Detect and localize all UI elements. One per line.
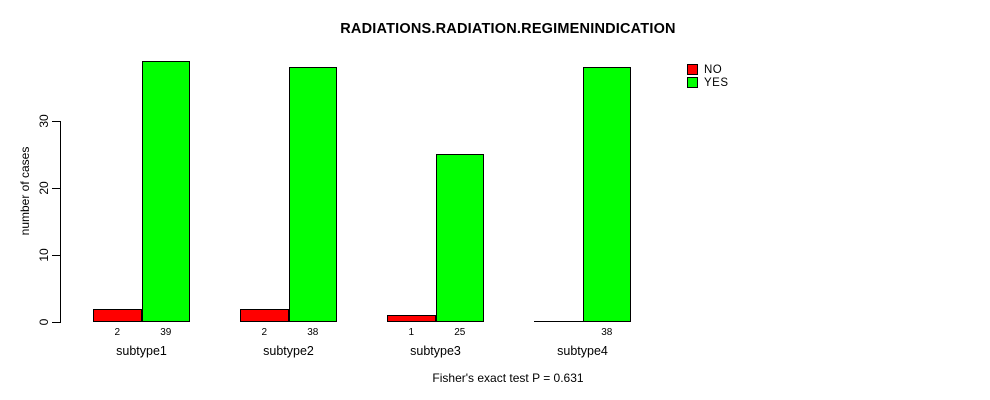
- legend: NO YES: [687, 63, 729, 89]
- bar-count-label: 1: [408, 327, 415, 338]
- category-label-subtype1: subtype1: [116, 344, 167, 358]
- bar-count-label: 25: [454, 327, 466, 338]
- bar-count-label: 39: [160, 327, 172, 338]
- legend-label-yes: YES: [704, 76, 729, 89]
- bar-count-label: 2: [114, 327, 121, 338]
- y-tick-mark: [52, 121, 60, 122]
- y-tick-label: 10: [37, 248, 51, 262]
- legend-swatch-no-icon: [687, 64, 698, 75]
- y-tick-label: 30: [37, 114, 51, 128]
- bar-no-subtype4-zero: [534, 321, 583, 322]
- bar-no-subtype3: [387, 315, 436, 322]
- bar-count-label: 2: [261, 327, 268, 338]
- category-label-subtype4: subtype4: [557, 344, 608, 358]
- fisher-test-footnote: Fisher's exact test P = 0.631: [432, 371, 584, 385]
- y-tick-mark: [52, 255, 60, 256]
- bar-count-label: 38: [601, 327, 613, 338]
- bar-yes-subtype1: [141, 61, 190, 322]
- y-tick-mark: [52, 188, 60, 189]
- y-axis: [60, 121, 61, 323]
- legend-item-no: NO: [687, 63, 729, 76]
- legend-swatch-yes-icon: [687, 77, 698, 88]
- y-tick-label: 0: [37, 318, 51, 326]
- bar-yes-subtype3: [435, 154, 484, 322]
- y-tick-mark: [52, 322, 60, 323]
- chart-title: RADIATIONS.RADIATION.REGIMENINDICATION: [340, 21, 676, 37]
- bar-yes-subtype4: [582, 67, 631, 322]
- bar-no-subtype2: [240, 309, 289, 322]
- bar-no-subtype1: [93, 309, 142, 322]
- bar-yes-subtype2: [288, 67, 337, 322]
- legend-item-yes: YES: [687, 76, 729, 89]
- y-axis-label: number of cases: [18, 146, 32, 236]
- legend-label-no: NO: [704, 63, 723, 76]
- y-tick-label: 20: [37, 181, 51, 195]
- category-label-subtype2: subtype2: [263, 344, 314, 358]
- category-label-subtype3: subtype3: [410, 344, 461, 358]
- bar-count-label: 38: [307, 327, 319, 338]
